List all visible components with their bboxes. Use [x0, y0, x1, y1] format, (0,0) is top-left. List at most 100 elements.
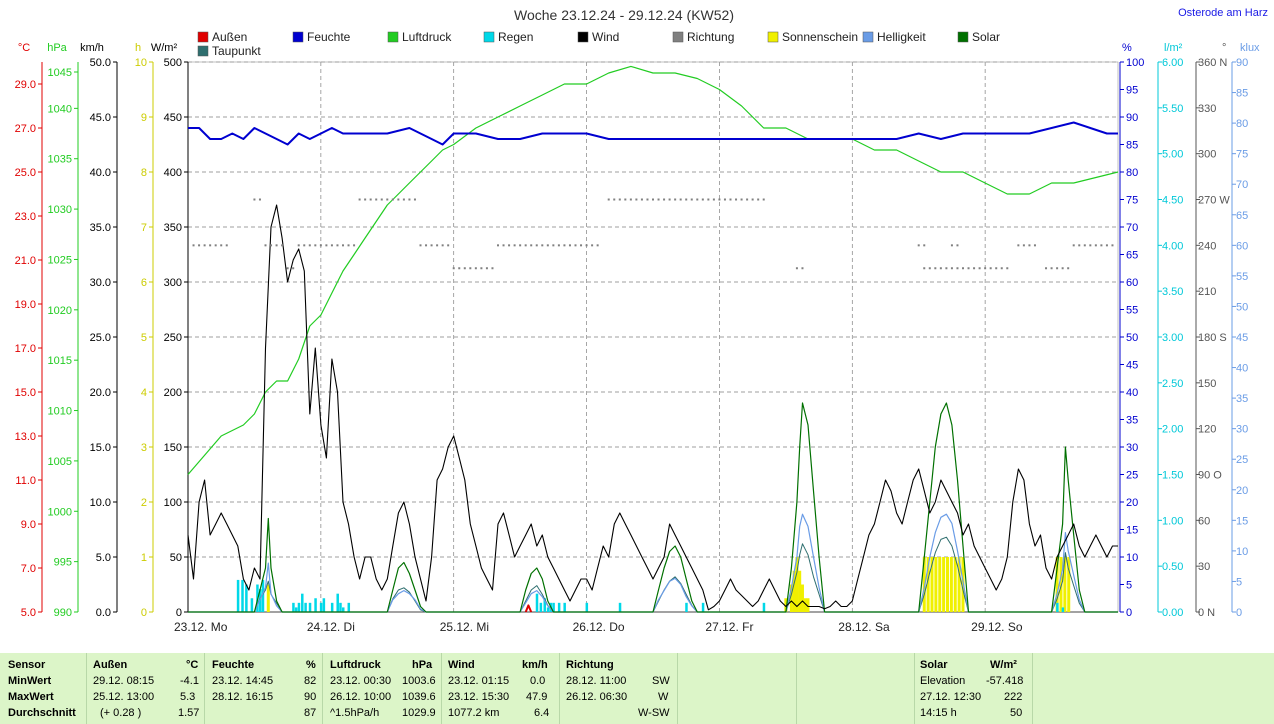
deg-axis-label-0: 360 N [1198, 57, 1227, 69]
legend-swatch-2 [387, 31, 399, 43]
temp-axis-label-3: 23.0 [15, 211, 36, 223]
pct-axis-label-17: 15 [1126, 525, 1138, 537]
direction-dot-73 [618, 198, 621, 201]
hpa-axis-label-6: 1015 [48, 355, 72, 367]
stats-label-max: MaxWert [8, 691, 54, 703]
klux-axis-label-2: 80 [1236, 118, 1248, 130]
direction-dot-115 [995, 267, 998, 270]
brightness-line [188, 513, 1118, 613]
direction-dot-116 [1000, 267, 1003, 270]
deg-axis-label-4: 240 [1198, 240, 1216, 252]
unit-left-0: °C [18, 42, 30, 54]
direction-dot-63 [557, 244, 560, 247]
direction-dot-15 [292, 267, 295, 270]
legend-swatch-3 [483, 31, 495, 43]
direction-dot-84 [679, 198, 682, 201]
direction-series [187, 198, 1114, 270]
lm2-axis-label-11: 0.50 [1162, 561, 1183, 573]
legend-swatch-6 [767, 31, 779, 43]
direction-dot-83 [674, 198, 677, 201]
direction-dot-107 [950, 267, 953, 270]
richtung-avg-value: W-SW [638, 707, 670, 719]
wind-max-time: 23.12. 15:30 [448, 691, 510, 703]
rain-bar-32 [701, 602, 705, 612]
rain-bar-18 [339, 602, 342, 612]
direction-dot-112 [978, 267, 981, 270]
direction-dot-68 [585, 244, 588, 247]
direction-dot-85 [685, 198, 688, 201]
direction-dot-62 [552, 244, 555, 247]
stats-label-min: MinWert [8, 675, 52, 687]
direction-dot-42 [441, 244, 444, 247]
stats-header-sensor: Sensor [8, 659, 46, 671]
rain-bar-21 [535, 593, 539, 612]
direction-dot-5 [214, 244, 217, 247]
rain-bar-29 [585, 602, 589, 612]
direction-dot-118 [917, 244, 920, 247]
rain-bar-31 [685, 602, 688, 612]
direction-dot-77 [640, 198, 643, 201]
direction-dot-9 [258, 198, 261, 201]
legend-label-4: Wind [592, 30, 619, 44]
wm2-axis-label-2: 400 [164, 167, 182, 179]
direction-dot-127 [1050, 267, 1053, 270]
direction-dot-125 [1033, 244, 1036, 247]
direction-dot-28 [364, 198, 367, 201]
direction-dot-123 [1022, 244, 1025, 247]
direction-dot-93 [729, 198, 732, 201]
sunshine-bar-4 [795, 557, 799, 612]
temp-axis-label-11: 7.0 [21, 563, 36, 575]
klux-axis-label-7: 55 [1236, 271, 1248, 283]
hours-axis-label-6: 4 [141, 387, 147, 399]
legend-label-2: Luftdruck [402, 30, 452, 44]
luftdruck-min-value: 1003.6 [402, 675, 436, 687]
rain-bar-6 [261, 579, 265, 612]
rain-bar-22 [539, 602, 543, 612]
direction-dot-17 [303, 244, 306, 247]
stats-unit-solar: W/m² [990, 659, 1017, 671]
direction-dot-100 [795, 267, 798, 270]
rain-bar-9 [297, 602, 301, 612]
direction-dot-23 [336, 244, 339, 247]
direction-dot-86 [690, 198, 693, 201]
direction-dot-69 [591, 244, 594, 247]
legend: Außen Feuchte Luftdruck Regen Wind Richtung So… [197, 30, 1000, 58]
rain-bar-10 [301, 593, 304, 612]
direction-dot-21 [325, 244, 328, 247]
day-label-5: 28.12. Sa [838, 620, 890, 634]
direction-dot-20 [319, 244, 322, 247]
line-series [187, 65, 1119, 613]
direction-dot-126 [1045, 267, 1048, 270]
hpa-axis-label-3: 1030 [48, 204, 72, 216]
lm2-axis-label-7: 2.50 [1162, 378, 1183, 390]
wind-avg-value: 6.4 [534, 707, 550, 719]
wind-min-time: 23.12. 01:15 [448, 675, 510, 687]
direction-dot-32 [386, 198, 389, 201]
klux-axis-label-13: 25 [1236, 454, 1248, 466]
pct-axis-label-12: 40 [1126, 387, 1138, 399]
legend-label-5: Richtung [687, 30, 734, 44]
unit-left-3: h [135, 42, 141, 54]
deg-axis-label-2: 300 [1198, 149, 1216, 161]
direction-dot-75 [629, 198, 632, 201]
direction-dot-56 [519, 244, 522, 247]
direction-dot-18 [308, 244, 311, 247]
deg-axis-label-10: 60 [1198, 515, 1210, 527]
direction-dot-119 [923, 244, 926, 247]
direction-dot-55 [513, 244, 516, 247]
weather-chart: Woche 23.12.24 - 29.12.24 (KW52) Osterod… [14, 7, 1268, 634]
day-label-1: 24.12. Di [307, 620, 355, 634]
lm2-axis-label-3: 4.50 [1162, 195, 1183, 207]
pct-axis-label-19: 5 [1126, 580, 1132, 592]
hours-axis-label-0: 10 [135, 57, 147, 69]
hours-axis-label-9: 1 [141, 552, 147, 564]
direction-dot-80 [657, 198, 660, 201]
wm2-axis-label-9: 50 [170, 552, 182, 564]
stats-unit-feuchte: % [306, 659, 316, 671]
direction-dot-37 [413, 198, 416, 201]
kmh-axis-label-7: 15.0 [90, 442, 111, 454]
direction-dot-41 [436, 244, 439, 247]
direction-dot-134 [1089, 244, 1092, 247]
lm2-axis-label-4: 4.00 [1162, 240, 1183, 252]
legend-label-3: Regen [498, 30, 533, 44]
